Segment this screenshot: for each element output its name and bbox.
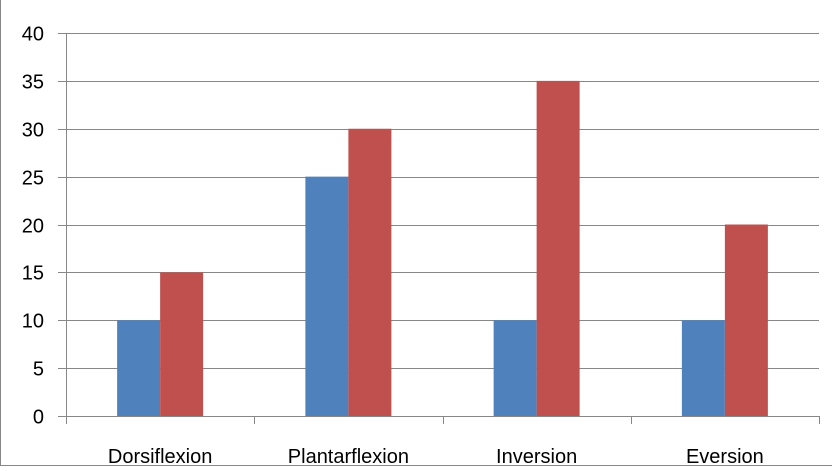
x-tick-label-eversion: Eversion xyxy=(686,446,764,466)
y-tick-label: 35 xyxy=(22,72,44,94)
y-tick-label: 30 xyxy=(22,120,44,142)
y-tick-label: 5 xyxy=(33,359,44,381)
bar-series1-plantarflexion xyxy=(305,176,349,416)
bar-series1-dorsiflexion xyxy=(117,320,161,416)
x-tick-label-inversion: Inversion xyxy=(496,446,577,466)
y-tick-label: 20 xyxy=(22,216,44,238)
tick-labels: 0 5 10 15 20 25 30 35 40 Dorsiflexion Plantarflexi… xyxy=(22,24,764,469)
y-tick-label: 25 xyxy=(22,168,44,190)
y-tick-label: 0 xyxy=(33,407,44,429)
y-tick-label: 10 xyxy=(22,311,44,333)
bar-series2-eversion xyxy=(724,224,768,416)
bar-series2-inversion xyxy=(536,80,580,416)
x-tick-label-plantarflexion: Plantarflexion xyxy=(288,446,409,466)
bars xyxy=(117,80,768,416)
bar-series2-plantarflexion xyxy=(348,128,392,416)
x-tick-label-dorsiflexion: Dorsiflexion xyxy=(108,446,212,466)
y-tick-label: 15 xyxy=(22,263,44,285)
y-tick-label: 40 xyxy=(22,24,44,46)
bar-series2-dorsiflexion xyxy=(160,272,204,416)
bar-series1-inversion xyxy=(493,320,537,416)
bar-series1-eversion xyxy=(681,320,725,416)
axes xyxy=(58,33,820,424)
